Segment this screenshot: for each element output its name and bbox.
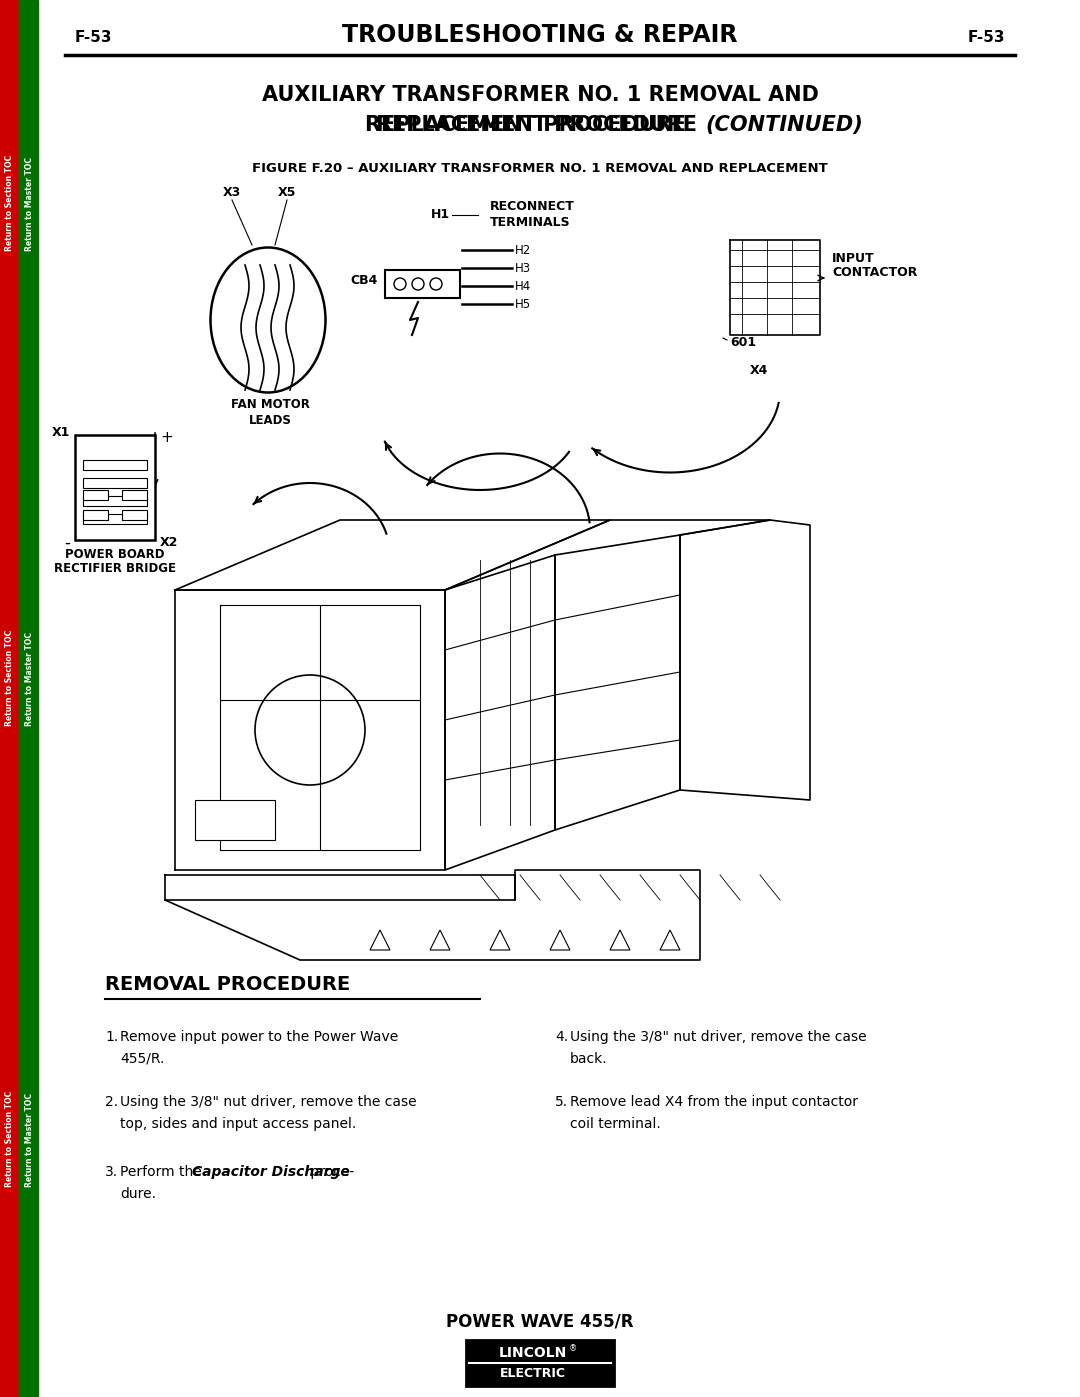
- Bar: [83, 478, 147, 488]
- Text: 601: 601: [730, 337, 756, 349]
- Text: REMOVAL PROCEDURE: REMOVAL PROCEDURE: [105, 975, 350, 995]
- Bar: [384, 270, 460, 298]
- Text: 5.: 5.: [555, 1095, 568, 1109]
- Text: Return to Section TOC: Return to Section TOC: [5, 155, 14, 251]
- Text: Remove lead X4 from the input contactor: Remove lead X4 from the input contactor: [570, 1095, 858, 1109]
- Text: proce-: proce-: [306, 1165, 354, 1179]
- Bar: [83, 514, 147, 524]
- Text: F-53: F-53: [968, 31, 1005, 46]
- Text: H3: H3: [515, 261, 531, 274]
- Text: -: -: [64, 534, 70, 552]
- Text: INPUT: INPUT: [832, 251, 875, 264]
- Text: TERMINALS: TERMINALS: [490, 215, 570, 229]
- Bar: [75, 434, 156, 541]
- Text: 2.: 2.: [105, 1095, 118, 1109]
- Text: Remove input power to the Power Wave: Remove input power to the Power Wave: [120, 1030, 399, 1044]
- Text: H1: H1: [431, 208, 450, 222]
- Text: FAN MOTOR: FAN MOTOR: [230, 398, 310, 412]
- Text: Using the 3/8" nut driver, remove the case: Using the 3/8" nut driver, remove the ca…: [570, 1030, 866, 1044]
- Text: X3: X3: [222, 187, 241, 200]
- Bar: [19, 0, 38, 1397]
- Polygon shape: [490, 930, 510, 950]
- Bar: [122, 510, 147, 520]
- Text: H4: H4: [515, 279, 531, 292]
- Ellipse shape: [211, 247, 325, 393]
- Text: TROUBLESHOOTING & REPAIR: TROUBLESHOOTING & REPAIR: [342, 22, 738, 47]
- Text: X4: X4: [750, 363, 768, 377]
- Text: AUXILIARY TRANSFORMER NO. 1 REMOVAL AND: AUXILIARY TRANSFORMER NO. 1 REMOVAL AND: [261, 85, 819, 105]
- Bar: [83, 496, 147, 506]
- Text: POWER BOARD: POWER BOARD: [65, 549, 165, 562]
- Bar: [465, 1340, 615, 1386]
- Polygon shape: [430, 930, 450, 950]
- Text: top, sides and input access panel.: top, sides and input access panel.: [120, 1118, 356, 1132]
- Bar: [83, 490, 108, 500]
- Text: 455/R.: 455/R.: [120, 1052, 164, 1066]
- Bar: [122, 490, 147, 500]
- Text: CB4: CB4: [351, 274, 378, 288]
- Text: X2: X2: [160, 536, 178, 549]
- Polygon shape: [550, 930, 570, 950]
- Polygon shape: [370, 930, 390, 950]
- Text: REPLACEMENT PROCEDURE: REPLACEMENT PROCEDURE: [376, 115, 704, 136]
- Text: X5: X5: [278, 187, 296, 200]
- Bar: [469, 1343, 611, 1383]
- Text: LINCOLN: LINCOLN: [499, 1345, 567, 1359]
- Text: Return to Section TOC: Return to Section TOC: [5, 1091, 14, 1187]
- Text: dure.: dure.: [120, 1187, 156, 1201]
- Text: Return to Master TOC: Return to Master TOC: [25, 1094, 33, 1187]
- Text: RECTIFIER BRIDGE: RECTIFIER BRIDGE: [54, 563, 176, 576]
- Text: CONTACTOR: CONTACTOR: [832, 267, 917, 279]
- Bar: [195, 800, 275, 840]
- Text: Using the 3/8" nut driver, remove the case: Using the 3/8" nut driver, remove the ca…: [120, 1095, 417, 1109]
- Text: coil terminal.: coil terminal.: [570, 1118, 661, 1132]
- Text: REPLACEMENT PROCEDURE: REPLACEMENT PROCEDURE: [365, 115, 693, 136]
- Text: POWER WAVE 455/R: POWER WAVE 455/R: [446, 1313, 634, 1331]
- Text: 1.: 1.: [105, 1030, 118, 1044]
- Text: H5: H5: [515, 298, 531, 310]
- Bar: [83, 510, 108, 520]
- Text: Return to Section TOC: Return to Section TOC: [5, 630, 14, 726]
- Text: H2: H2: [515, 243, 531, 257]
- Text: ®: ®: [568, 1344, 577, 1352]
- Text: ELECTRIC: ELECTRIC: [500, 1366, 566, 1380]
- Text: Perform the: Perform the: [120, 1165, 206, 1179]
- Text: F-53: F-53: [75, 31, 112, 46]
- Bar: [83, 460, 147, 469]
- Text: +: +: [160, 429, 173, 444]
- Text: RECONNECT: RECONNECT: [490, 201, 575, 214]
- Text: back.: back.: [570, 1052, 608, 1066]
- Text: 4.: 4.: [555, 1030, 568, 1044]
- Polygon shape: [660, 930, 680, 950]
- Text: LEADS: LEADS: [248, 414, 292, 426]
- Polygon shape: [610, 930, 630, 950]
- Text: X1: X1: [52, 426, 70, 439]
- Text: (CONTINUED): (CONTINUED): [705, 115, 863, 136]
- Text: 3.: 3.: [105, 1165, 118, 1179]
- Text: Return to Master TOC: Return to Master TOC: [25, 633, 33, 726]
- Text: Return to Master TOC: Return to Master TOC: [25, 158, 33, 251]
- Text: FIGURE F.20 – AUXILIARY TRANSFORMER NO. 1 REMOVAL AND REPLACEMENT: FIGURE F.20 – AUXILIARY TRANSFORMER NO. …: [252, 162, 828, 175]
- Text: Capacitor Discharge: Capacitor Discharge: [192, 1165, 350, 1179]
- Bar: [0, 0, 19, 1397]
